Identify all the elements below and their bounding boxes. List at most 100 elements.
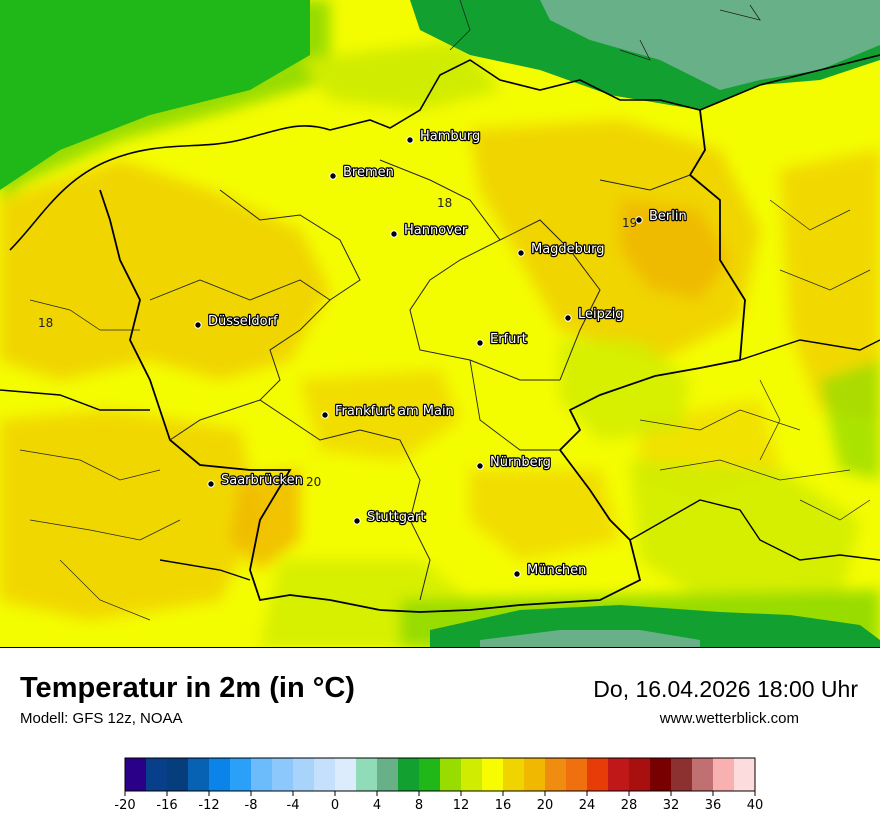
legend-swatch: [566, 758, 588, 791]
legend-swatch: [230, 758, 252, 791]
city-dot: [564, 314, 572, 322]
city-marker: Berlin: [635, 208, 688, 225]
city-marker: Saarbrücken: [207, 472, 304, 489]
city-markers: Hamburg Bremen Berlin Hannover Magdeburg…: [194, 128, 688, 579]
forecast-datetime: Do, 16.04.2026 18:00 Uhr: [593, 676, 858, 702]
legend-tick-label: -12: [198, 798, 219, 813]
legend-swatch: [545, 758, 567, 791]
legend-tick-label: 0: [331, 798, 339, 813]
legend-swatch: [713, 758, 735, 791]
legend-swatch: [482, 758, 504, 791]
legend-swatch: [272, 758, 294, 791]
legend-swatch: [419, 758, 441, 791]
city-label: Düsseldorf: [208, 314, 278, 329]
borders: [0, 0, 880, 621]
legend-swatch: [209, 758, 231, 791]
city-dot: [329, 172, 337, 180]
legend-tick-label: 40: [747, 798, 764, 813]
legend-swatch: [461, 758, 483, 791]
city-marker: Hannover: [390, 222, 469, 239]
city-label: München: [527, 563, 586, 578]
legend-tick-label: 32: [663, 798, 680, 813]
city-marker: Hamburg: [406, 128, 481, 145]
city-label: Saarbrücken: [221, 473, 303, 488]
city-marker: Stuttgart: [353, 509, 427, 526]
city-marker: Frankfurt am Main: [321, 403, 455, 420]
city-label: Bremen: [343, 165, 394, 180]
website-credit: www.wetterblick.com: [659, 710, 799, 727]
legend-swatch: [692, 758, 714, 791]
isoline-label: 18: [38, 316, 53, 330]
city-dot: [207, 480, 215, 488]
legend-tick-label: -4: [287, 798, 300, 813]
city-dot: [353, 517, 361, 525]
isoline-label: 18: [437, 196, 452, 210]
isoline-label: 20: [306, 475, 321, 489]
legend-tick-label: -16: [156, 798, 177, 813]
legend-tick-label: 16: [495, 798, 512, 813]
city-marker: Düsseldorf: [194, 313, 279, 330]
city-label: Frankfurt am Main: [335, 404, 454, 419]
legend-swatch: [314, 758, 336, 791]
city-dot: [476, 339, 484, 347]
city-dot: [321, 411, 329, 419]
legend-swatches: [125, 758, 756, 791]
city-label: Hannover: [404, 223, 468, 238]
city-dot: [517, 249, 525, 257]
city-label: Erfurt: [490, 332, 527, 347]
legend-swatch: [503, 758, 525, 791]
legend-tick-label: 36: [705, 798, 722, 813]
legend-tick-labels: -20 -16 -12 -8 -4 0 4 8 12 16 20 24 28 32 36 40: [114, 791, 763, 813]
city-marker: Magdeburg: [517, 241, 606, 258]
legend-tick-label: 24: [579, 798, 596, 813]
city-marker: Nürnberg: [476, 454, 552, 471]
city-dot: [635, 216, 643, 224]
legend-tick-label: 20: [537, 798, 554, 813]
legend-swatch: [734, 758, 756, 791]
temperature-field: [0, 0, 880, 648]
legend-tick-label: 8: [415, 798, 423, 813]
legend-swatch: [398, 758, 420, 791]
legend-swatch: [146, 758, 168, 791]
legend-swatch: [650, 758, 672, 791]
color-legend: -20 -16 -12 -8 -4 0 4 8 12 16 20 24 28 32 36 40: [114, 757, 763, 813]
isoline-labels: 18 18 19 20: [38, 196, 637, 489]
legend-swatch: [356, 758, 378, 791]
city-label: Leipzig: [578, 307, 624, 322]
legend-swatch: [251, 758, 273, 791]
legend-frame: [124, 757, 756, 792]
legend-swatch: [377, 758, 399, 791]
city-marker: Erfurt: [476, 331, 528, 348]
city-dot: [390, 230, 398, 238]
legend-swatch: [440, 758, 462, 791]
legend-swatch: [293, 758, 315, 791]
legend-swatch: [524, 758, 546, 791]
city-marker: München: [513, 562, 588, 579]
temperature-map: 18 18 19 20 Hamburg Bremen Berlin Hannov…: [0, 0, 880, 648]
city-label: Stuttgart: [367, 510, 425, 525]
legend-swatch: [671, 758, 693, 791]
city-dot: [194, 321, 202, 329]
city-label: Magdeburg: [531, 242, 605, 257]
legend-tick-label: 12: [453, 798, 470, 813]
legend-tick-label: 28: [621, 798, 638, 813]
legend-swatch: [608, 758, 630, 791]
city-label: Nürnberg: [490, 455, 551, 470]
legend-tick-label: -8: [245, 798, 258, 813]
city-marker: Leipzig: [564, 306, 625, 323]
city-dot: [513, 570, 521, 578]
legend-swatch: [587, 758, 609, 791]
legend-tick-label: -20: [114, 798, 135, 813]
map-title: Temperatur in 2m (in °C): [20, 672, 355, 704]
legend-tick-label: 4: [373, 798, 381, 813]
city-label: Berlin: [649, 209, 687, 224]
city-marker: Bremen: [329, 164, 395, 181]
city-dot: [406, 136, 414, 144]
legend-swatch: [188, 758, 210, 791]
isoline-label: 19: [622, 216, 637, 230]
model-info: Modell: GFS 12z, NOAA: [20, 710, 183, 727]
city-dot: [476, 462, 484, 470]
legend-swatch: [335, 758, 357, 791]
legend-swatch: [629, 758, 651, 791]
legend-swatch: [167, 758, 189, 791]
